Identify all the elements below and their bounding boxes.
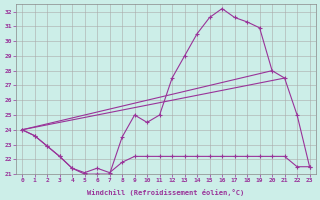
X-axis label: Windchill (Refroidissement éolien,°C): Windchill (Refroidissement éolien,°C) xyxy=(87,189,244,196)
